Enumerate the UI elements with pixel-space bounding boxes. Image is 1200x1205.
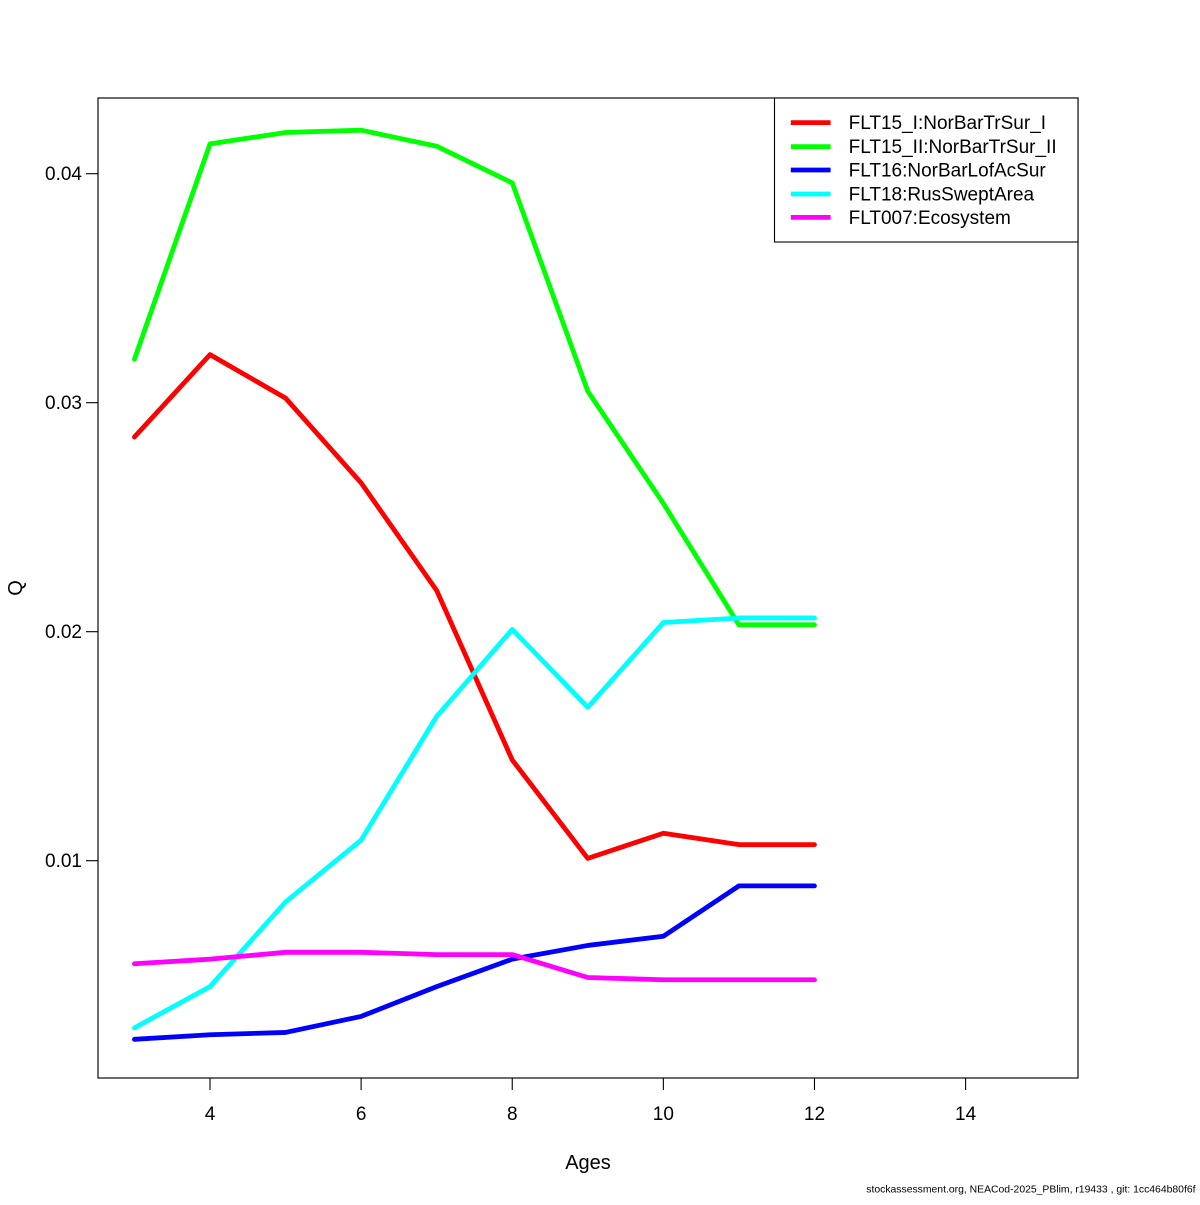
svg-text:FLT15_I:NorBarTrSur_I: FLT15_I:NorBarTrSur_I	[849, 113, 1046, 134]
svg-text:0.03: 0.03	[45, 393, 82, 414]
svg-text:FLT16:NorBarLofAcSur: FLT16:NorBarLofAcSur	[849, 161, 1047, 182]
svg-text:0.04: 0.04	[45, 164, 82, 185]
svg-text:0.02: 0.02	[45, 622, 82, 643]
svg-text:FLT18:RusSweptArea: FLT18:RusSweptArea	[849, 185, 1035, 206]
svg-text:14: 14	[955, 1104, 977, 1125]
svg-text:Ages: Ages	[565, 1152, 611, 1174]
svg-text:12: 12	[804, 1104, 825, 1125]
svg-text:Q: Q	[5, 580, 27, 596]
svg-text:stockassessment.org, NEACod-20: stockassessment.org, NEACod-2025_PBlim, …	[866, 1185, 1195, 1196]
svg-text:4: 4	[205, 1104, 216, 1125]
svg-text:10: 10	[653, 1104, 674, 1125]
svg-text:6: 6	[356, 1104, 367, 1125]
svg-text:8: 8	[507, 1104, 518, 1125]
svg-text:FLT15_II:NorBarTrSur_II: FLT15_II:NorBarTrSur_II	[849, 137, 1057, 158]
svg-text:0.01: 0.01	[45, 851, 82, 872]
svg-text:FLT007:Ecosystem: FLT007:Ecosystem	[849, 208, 1011, 229]
